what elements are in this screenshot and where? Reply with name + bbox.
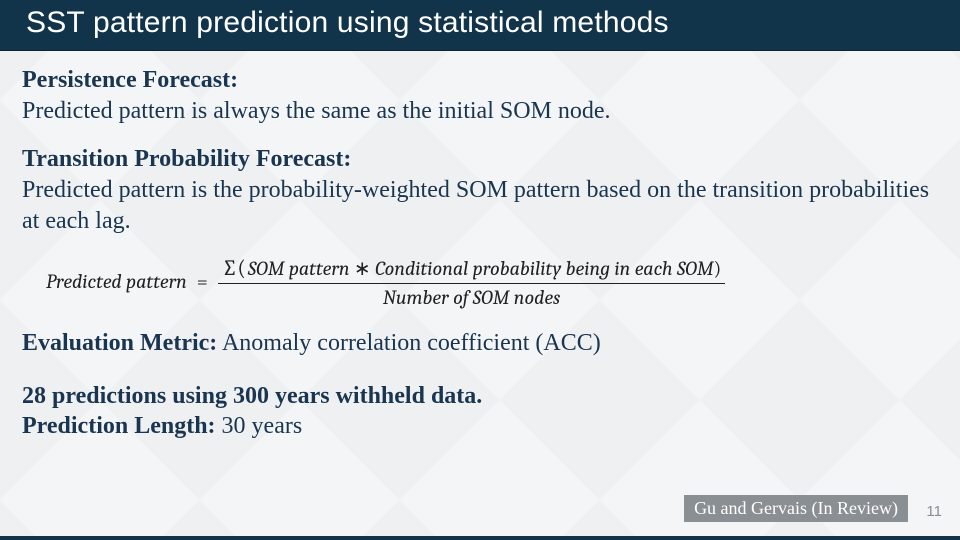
evaluation-value: Anomaly correlation coefficient (ACC) [217,330,600,356]
formula-num-suffix: ) [714,257,722,280]
formula-num-b: Conditional probability being in each SO… [375,257,714,280]
formula: Predicted pattern = ∑(SOM pattern ∗ Cond… [46,255,938,310]
formula-lhs: Predicted pattern [46,269,187,295]
page-title: SST pattern prediction using statistical… [26,6,934,40]
formula-num-a: SOM pattern [248,257,350,280]
formula-eq: = [197,269,208,295]
footer-rule [0,536,960,540]
prediction-length-value: 30 years [216,413,303,439]
predictions-line1: 28 predictions using 300 years withheld … [22,383,482,409]
formula-denominator: Number of SOM nodes [383,284,560,310]
persistence-heading: Persistence Forecast: [22,67,238,93]
title-bar: SST pattern prediction using statistical… [0,0,960,51]
slide-content: Persistence Forecast: Predicted pattern … [0,51,960,442]
citation-badge: Gu and Gervais (In Review) [684,495,908,522]
page-number: 11 [926,503,942,520]
persistence-body: Predicted pattern is always the same as … [22,98,611,124]
sigma-icon: ∑( [222,255,248,281]
predictions-section: 28 predictions using 300 years withheld … [22,381,938,442]
formula-numerator: ∑(SOM pattern ∗ Conditional probability … [218,255,725,284]
formula-fraction: ∑(SOM pattern ∗ Conditional probability … [218,255,725,310]
evaluation-label: Evaluation Metric: [22,330,217,356]
transition-section: Transition Probability Forecast: Predict… [22,144,938,236]
evaluation-section: Evaluation Metric: Anomaly correlation c… [22,328,938,359]
formula-num-op: ∗ [350,257,376,280]
transition-heading: Transition Probability Forecast: [22,146,351,172]
persistence-section: Persistence Forecast: Predicted pattern … [22,65,938,126]
prediction-length-label: Prediction Length: [22,413,216,439]
transition-body: Predicted pattern is the probability-wei… [22,177,929,234]
